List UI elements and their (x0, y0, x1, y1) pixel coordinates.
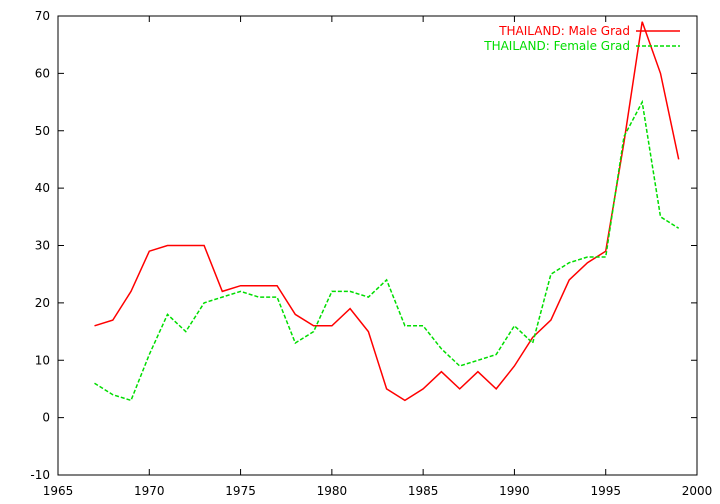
series-layer (94, 21, 680, 402)
series-line-male-grad (94, 21, 680, 402)
plot-frame (57, 15, 698, 476)
x-tick-label: 1965 (43, 484, 74, 498)
y-tick-label: -10 (30, 468, 50, 482)
y-tick-label: 10 (35, 353, 50, 367)
y-tick-label: 50 (35, 124, 50, 138)
x-tick-label: 2000 (682, 484, 713, 498)
x-tick-label: 1995 (590, 484, 621, 498)
x-tick-label: 1990 (499, 484, 530, 498)
x-tick-label: 1985 (408, 484, 439, 498)
x-tick-label: 1970 (134, 484, 165, 498)
legend-label: THAILAND: Female Grad (483, 39, 630, 53)
x-tick-label: 1980 (317, 484, 348, 498)
y-tick-label: 40 (35, 181, 50, 195)
axis-ticks: 1965 1970 1975 1980 1985 1990 1995 2000 -10 0 10 20… (30, 9, 712, 498)
series-line-female-grad (94, 99, 680, 402)
y-tick-label: 60 (35, 66, 50, 80)
y-tick-label: 70 (35, 9, 50, 23)
x-tick-label: 1975 (225, 484, 256, 498)
y-tick-label: 0 (42, 411, 50, 425)
legend-label: THAILAND: Male Grad (498, 24, 630, 38)
y-tick-label: 30 (35, 239, 50, 253)
y-tick-label: 20 (35, 296, 50, 310)
